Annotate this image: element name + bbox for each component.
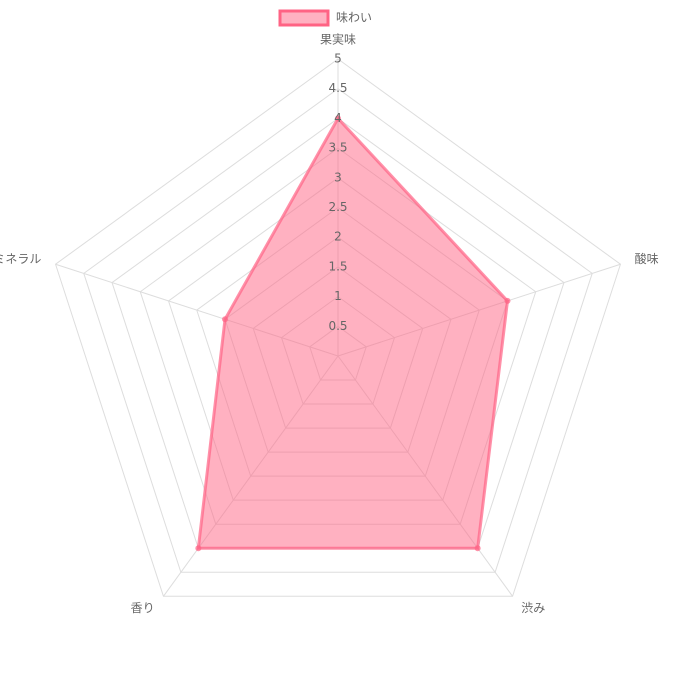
legend-swatch[interactable]: [278, 9, 330, 27]
r-tick-label: 1.5: [328, 259, 347, 273]
r-tick-label: 5: [334, 52, 342, 66]
category-label: ミネラル: [0, 252, 41, 266]
category-label: 酸味: [635, 251, 659, 266]
r-tick-label: 1: [334, 289, 342, 303]
data-point[interactable]: [335, 115, 341, 122]
r-tick-label: 2.5: [328, 200, 347, 214]
r-tick-label: 3.5: [328, 141, 347, 155]
legend-label[interactable]: 味わい: [336, 11, 372, 25]
grid-ring: [83, 88, 593, 573]
data-point[interactable]: [504, 297, 511, 304]
data-point[interactable]: [195, 545, 202, 552]
category-label: 渋み: [521, 601, 545, 615]
category-label: 香り: [131, 601, 155, 615]
grid-ring: [54, 58, 622, 597]
series-area: [196, 115, 510, 550]
r-tick-label: 3: [334, 170, 342, 184]
r-tick-label: 2: [334, 230, 342, 244]
r-tick-label: 0.5: [328, 319, 347, 333]
data-point[interactable]: [222, 316, 229, 323]
data-point[interactable]: [474, 545, 481, 552]
r-tick-label: 4: [334, 111, 342, 125]
r-tick-label: 4.5: [328, 81, 347, 95]
category-label: 果実味: [320, 32, 356, 47]
